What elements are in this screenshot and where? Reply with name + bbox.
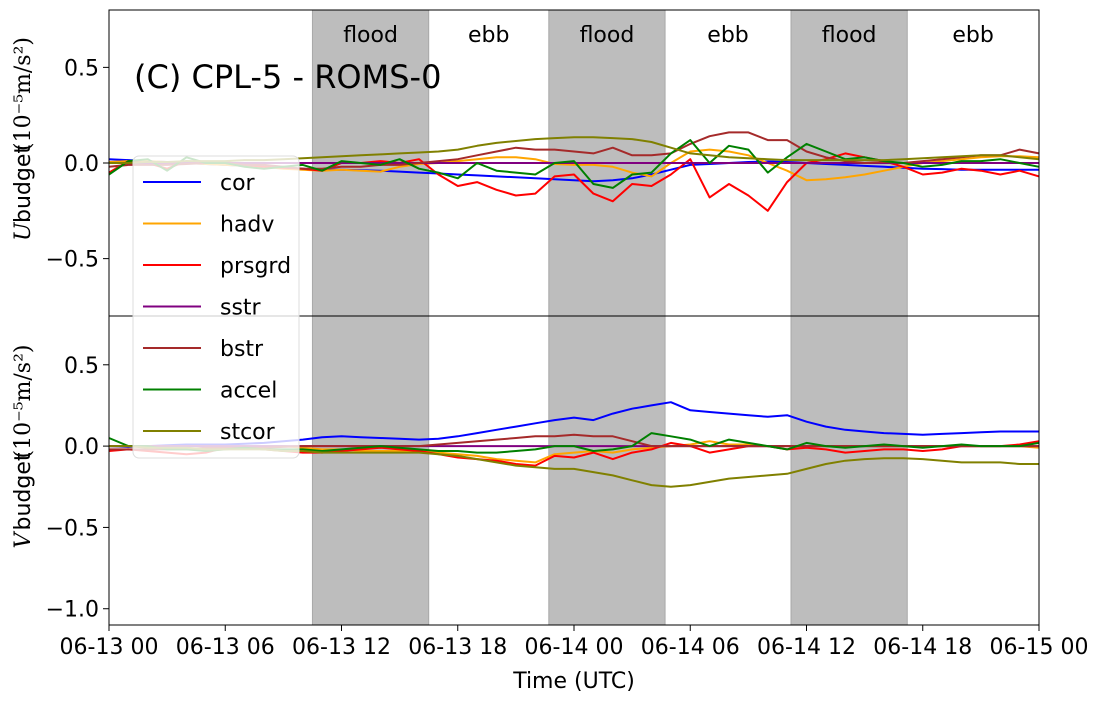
axes-frames <box>108 9 1040 626</box>
y-tick-label: 0.0 <box>64 152 99 177</box>
tide-phase-label: flood <box>580 23 635 48</box>
y-axis-label-variable: V <box>11 531 36 549</box>
y-tick-label: −0.5 <box>46 248 99 273</box>
legend-box <box>132 155 300 459</box>
y-tick-label: −1.0 <box>46 598 99 623</box>
tide-phase-label: ebb <box>952 23 993 48</box>
legend-label-cor: cor <box>220 171 256 196</box>
x-tick-label: 06-14 00 <box>525 635 624 660</box>
tide-phase-label: flood <box>822 23 877 48</box>
y-axis-label-text: budget <box>11 145 36 223</box>
legend: cor hadv prsgrd sstr bstr accel stcor <box>132 155 300 459</box>
legend-label-bstr: bstr <box>220 337 264 362</box>
tide-shade-2 <box>548 10 666 625</box>
plot-frame <box>108 315 1040 626</box>
legend-label-stcor: stcor <box>220 420 276 445</box>
y-tick-label: 0.5 <box>64 354 99 379</box>
axis-labels: (C) CPL-5 - ROMS-0 Time (UTC) flood ebb fl… <box>11 23 1088 694</box>
tide-shade-4 <box>791 10 908 625</box>
chart-title: (C) CPL-5 - ROMS-0 <box>134 58 441 96</box>
y-tick-label: −0.5 <box>46 516 99 541</box>
y-axis-label-units: (10⁻⁵m/s²) <box>11 345 36 459</box>
x-tick-label: 06-14 12 <box>757 635 856 660</box>
x-tick-label: 06-13 00 <box>60 635 159 660</box>
x-tick-label: 06-13 12 <box>292 635 391 660</box>
legend-label-hadv: hadv <box>220 213 274 238</box>
tide-phase-label: flood <box>343 23 398 48</box>
y-axis-label-text: budget <box>11 452 36 530</box>
tide-phase-label: ebb <box>707 23 748 48</box>
y-axis-label-variable: U <box>11 221 36 241</box>
x-tick-label: 06-14 18 <box>873 635 972 660</box>
tide-phase-label: ebb <box>468 23 509 48</box>
legend-label-accel: accel <box>220 379 277 404</box>
tidal-phase-shading <box>311 10 908 625</box>
x-axis-label: Time (UTC) <box>512 669 635 694</box>
y-tick-label: 0.0 <box>64 435 99 460</box>
y-axis-label-units: (10⁻⁵m/s²) <box>11 37 36 151</box>
x-tick-label: 06-13 18 <box>408 635 507 660</box>
legend-label-sstr: sstr <box>220 296 262 321</box>
x-tick-label: 06-13 06 <box>176 635 275 660</box>
x-tick-label: 06-15 00 <box>990 635 1089 660</box>
x-tick-label: 06-14 06 <box>641 635 740 660</box>
tide-shade-0 <box>312 10 429 625</box>
axis-ticks <box>103 66 1040 631</box>
y-tick-label: 0.5 <box>64 56 99 81</box>
legend-label-prsgrd: prsgrd <box>220 254 291 279</box>
